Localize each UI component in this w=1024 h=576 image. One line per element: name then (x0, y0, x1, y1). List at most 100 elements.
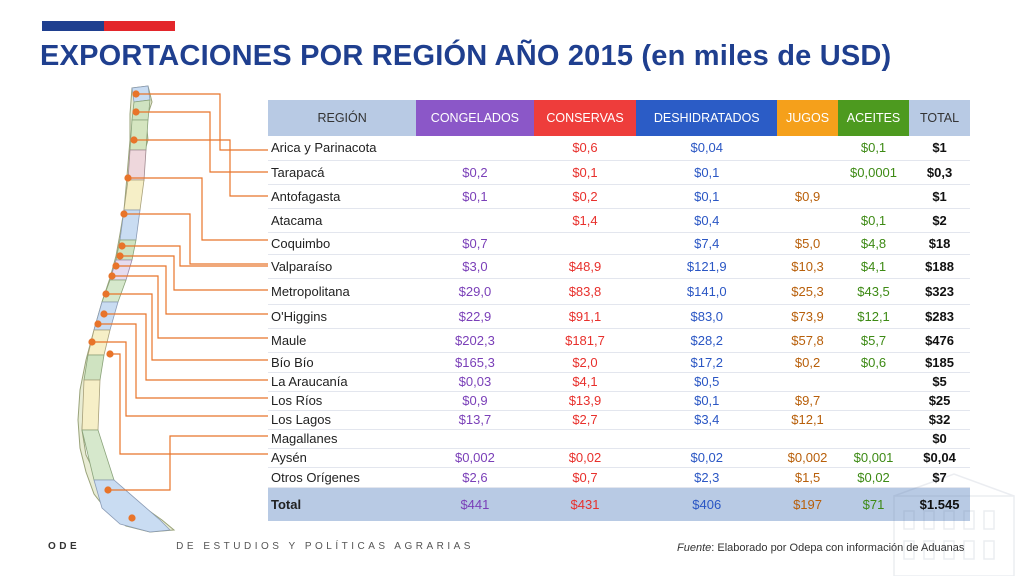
cell-congelados: $202,3 (416, 328, 534, 353)
table-row: Aysén $0,002 $0,02 $0,02 $0,002 $0,001 $0,04 (268, 448, 970, 468)
header-total: TOTAL (909, 100, 970, 136)
cell-total: $188 (909, 254, 970, 279)
table-row: O'Higgins $22,9 $91,1 $83,0 $73,9 $12,1 $283 (268, 304, 970, 329)
cell-conservas: $0,6 (533, 136, 637, 161)
cell-congelados: $0,9 (416, 391, 534, 411)
cell-jugos (777, 429, 838, 449)
cell-jugos: $9,7 (777, 391, 838, 411)
cell-congelados (416, 208, 534, 233)
cell-region: Maule (268, 328, 417, 353)
cell-aceites: $0,6 (837, 352, 910, 373)
flag-stripe-blue (42, 21, 104, 31)
cell-region: Total (268, 487, 417, 521)
footer-org-prefix: ODE (48, 541, 81, 552)
cell-aceites (837, 391, 910, 411)
cell-congelados: $13,7 (416, 410, 534, 430)
cell-aceites: $0,001 (837, 448, 910, 468)
cell-congelados: $2,6 (416, 467, 534, 488)
header-aceites: ACEITES (837, 100, 910, 136)
cell-total: $1 (909, 136, 970, 161)
cell-jugos: $5,0 (777, 232, 838, 255)
table-row: Valparaíso $3,0 $48,9 $121,9 $10,3 $4,1 $188 (268, 254, 970, 279)
source-label: Fuente (677, 542, 712, 554)
table-row: Antofagasta $0,1 $0,2 $0,1 $0,9 $1 (268, 184, 970, 209)
cell-congelados: $29,0 (416, 278, 534, 305)
header-conservas: CONSERVAS (533, 100, 637, 136)
cell-congelados: $3,0 (416, 254, 534, 279)
cell-conservas: $0,2 (533, 184, 637, 209)
cell-jugos (777, 160, 838, 185)
chile-map-illustration (77, 85, 268, 533)
chile-map (70, 80, 270, 550)
cell-deshidratados: $7,4 (636, 232, 778, 255)
cell-deshidratados: $3,4 (636, 410, 778, 430)
cell-conservas: $83,8 (533, 278, 637, 305)
table-row: Coquimbo $0,7 $7,4 $5,0 $4,8 $18 (268, 232, 970, 255)
cell-deshidratados: $28,2 (636, 328, 778, 353)
cell-congelados: $0,1 (416, 184, 534, 209)
exports-table: REGIÓN CONGELADOS CONSERVAS DESHIDRATADO… (268, 100, 970, 521)
cell-conservas (533, 232, 637, 255)
cell-region: Metropolitana (268, 278, 417, 305)
cell-aceites: $0,0001 (837, 160, 910, 185)
cell-aceites: $43,5 (837, 278, 910, 305)
cell-region: Bío Bío (268, 352, 417, 373)
page-title: EXPORTACIONES POR REGIÓN AÑO 2015 (en mi… (40, 40, 892, 72)
cell-deshidratados: $0,1 (636, 160, 778, 185)
cell-jugos (777, 208, 838, 233)
table-row: Arica y Parinacota $0,6 $0,04 $0,1 $1 (268, 136, 970, 161)
cell-deshidratados: $406 (636, 487, 778, 521)
header-jugos: JUGOS (777, 100, 838, 136)
table-row: Tarapacá $0,2 $0,1 $0,1 $0,0001 $0,3 (268, 160, 970, 185)
cell-aceites (837, 372, 910, 392)
cell-aceites: $0,1 (837, 208, 910, 233)
cell-jugos (777, 136, 838, 161)
cell-jugos: $0,9 (777, 184, 838, 209)
cell-region: La Araucanía (268, 372, 417, 392)
cell-jugos: $25,3 (777, 278, 838, 305)
cell-conservas (533, 429, 637, 449)
cell-region: Coquimbo (268, 232, 417, 255)
table-row: Otros Orígenes $2,6 $0,7 $2,3 $1,5 $0,02 $7 (268, 467, 970, 488)
cell-congelados: $0,7 (416, 232, 534, 255)
cell-deshidratados: $0,1 (636, 184, 778, 209)
cell-conservas: $2,7 (533, 410, 637, 430)
cell-total: $25 (909, 391, 970, 411)
cell-region: Antofagasta (268, 184, 417, 209)
cell-total: $476 (909, 328, 970, 353)
cell-total: $323 (909, 278, 970, 305)
table-row: Metropolitana $29,0 $83,8 $141,0 $25,3 $43,5 $… (268, 278, 970, 305)
cell-congelados (416, 136, 534, 161)
cell-jugos: $0,002 (777, 448, 838, 468)
cell-region: Magallanes (268, 429, 417, 449)
cell-total: $2 (909, 208, 970, 233)
cell-deshidratados: $0,4 (636, 208, 778, 233)
cell-aceites (837, 184, 910, 209)
cell-deshidratados: $0,02 (636, 448, 778, 468)
cell-conservas: $48,9 (533, 254, 637, 279)
table-row: Los Ríos $0,9 $13,9 $0,1 $9,7 $25 (268, 391, 970, 411)
cell-conservas: $91,1 (533, 304, 637, 329)
flag-stripe-red (104, 21, 175, 31)
cell-region: Atacama (268, 208, 417, 233)
cell-conservas: $13,9 (533, 391, 637, 411)
cell-total: $0,04 (909, 448, 970, 468)
cell-congelados: $165,3 (416, 352, 534, 373)
cell-conservas: $4,1 (533, 372, 637, 392)
cell-aceites: $4,8 (837, 232, 910, 255)
cell-jugos: $0,2 (777, 352, 838, 373)
cell-region: O'Higgins (268, 304, 417, 329)
cell-total: $0 (909, 429, 970, 449)
cell-total: $32 (909, 410, 970, 430)
cell-conservas: $0,7 (533, 467, 637, 488)
cell-deshidratados: $0,5 (636, 372, 778, 392)
source-note: Fuente: Elaborado por Odepa con informac… (677, 542, 964, 554)
cell-total: $283 (909, 304, 970, 329)
cell-jugos (777, 372, 838, 392)
cell-aceites: $4,1 (837, 254, 910, 279)
cell-region: Aysén (268, 448, 417, 468)
cell-total: $18 (909, 232, 970, 255)
cell-congelados: $0,002 (416, 448, 534, 468)
cell-jugos: $10,3 (777, 254, 838, 279)
cell-deshidratados: $17,2 (636, 352, 778, 373)
